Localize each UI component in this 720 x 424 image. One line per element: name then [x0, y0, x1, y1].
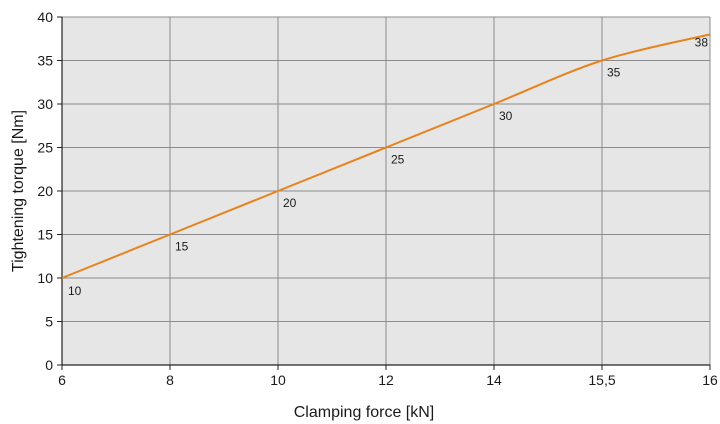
- y-tick-label-2: 10: [37, 270, 53, 286]
- x-tick-labels: 6 8 10 12 14 15,5 16: [58, 372, 718, 388]
- axes: [57, 16, 711, 370]
- y-tick-label-1: 5: [45, 314, 53, 330]
- series-line-torque: [61, 33, 711, 279]
- y-tick-label-5: 25: [37, 140, 53, 156]
- x-tick-label-0: 6: [58, 372, 66, 388]
- data-label-5: 35: [607, 66, 621, 80]
- data-label-0: 10: [68, 284, 82, 298]
- x-tick-label-2: 10: [270, 372, 286, 388]
- data-label-1: 15: [175, 240, 189, 254]
- x-tick-label-1: 8: [166, 372, 174, 388]
- y-tick-label-0: 0: [45, 357, 53, 373]
- y-axis-title: Tightening torque [Nm]: [10, 110, 27, 272]
- y-tick-label-4: 20: [37, 183, 53, 199]
- x-tick-label-3: 12: [378, 372, 394, 388]
- data-label-4: 30: [499, 109, 513, 123]
- y-tick-label-6: 30: [37, 96, 53, 112]
- y-tick-labels: 0 5 10 15 20 25 30 35 40: [37, 9, 53, 373]
- data-label-3: 25: [391, 153, 405, 167]
- point-labels: 10 15 20 25 30 35 38: [68, 35, 708, 298]
- x-tick-label-4: 14: [486, 372, 502, 388]
- x-tick-label-5: 15,5: [588, 372, 615, 388]
- y-tick-label-7: 35: [37, 53, 53, 69]
- x-tick-label-6: 16: [702, 372, 718, 388]
- data-label-6: 38: [695, 35, 709, 49]
- y-tick-label-3: 15: [37, 227, 53, 243]
- data-label-2: 20: [283, 196, 297, 210]
- y-tick-label-8: 40: [37, 9, 53, 25]
- x-axis-title: Clamping force [kN]: [294, 404, 435, 421]
